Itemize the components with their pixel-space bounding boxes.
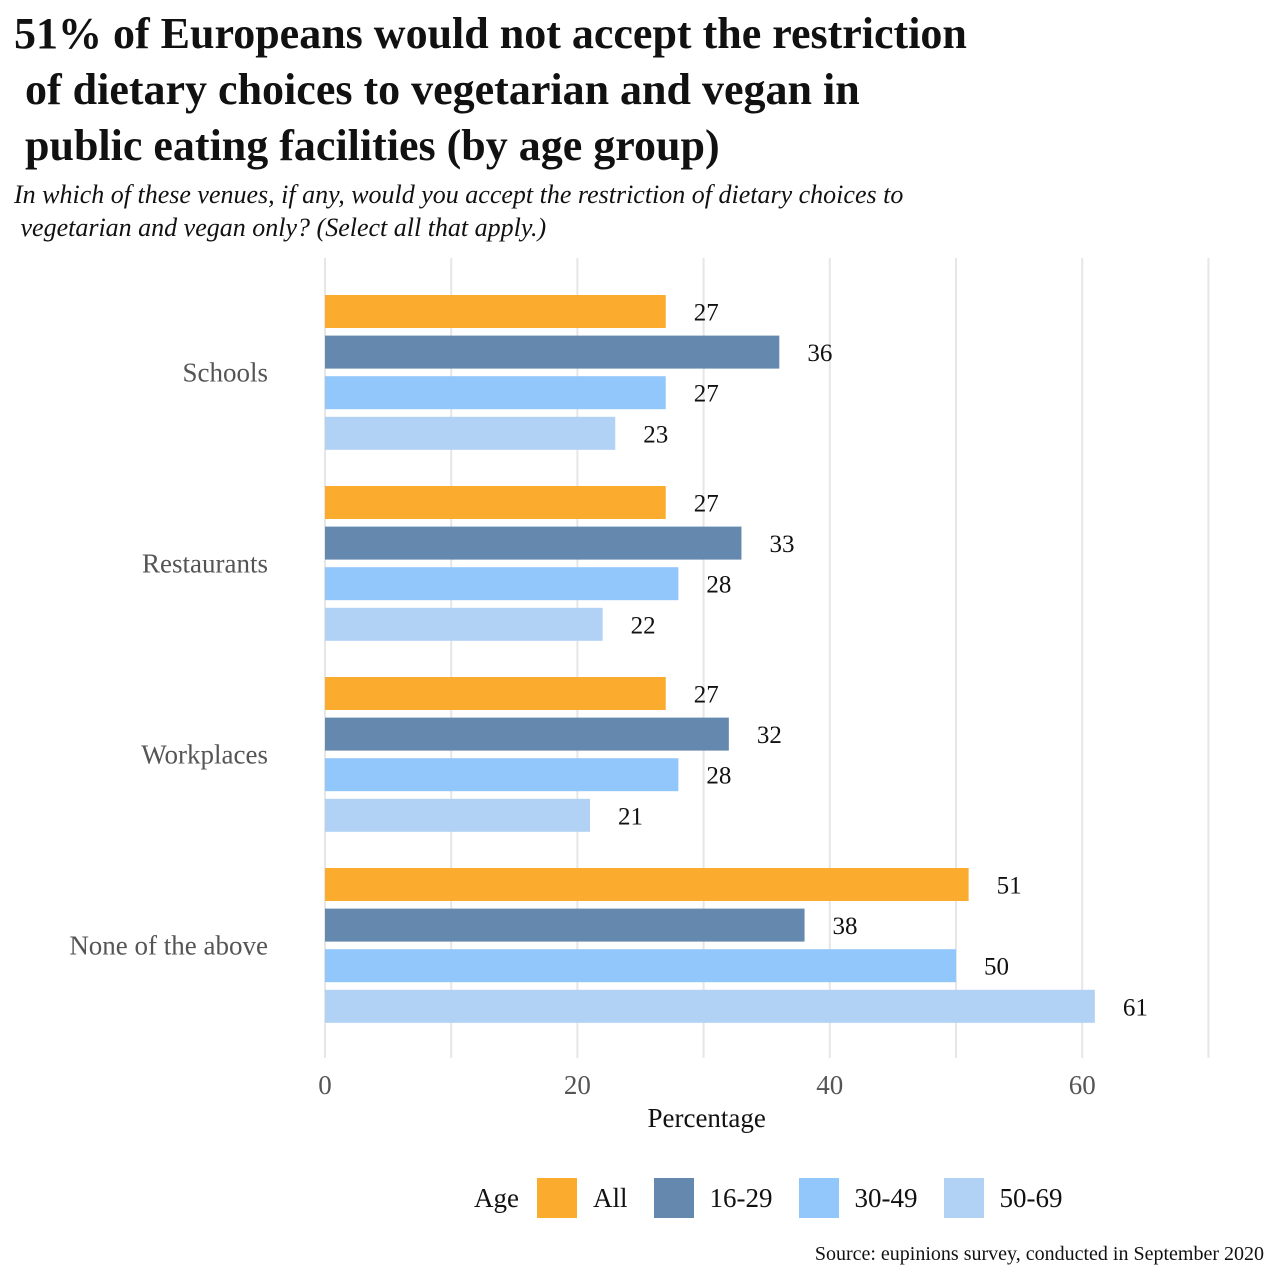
tick-label: 20 [564,1070,591,1100]
category-labels: Schools Restaurants Workplaces None of the … [69,357,268,960]
value-label: 22 [631,612,656,639]
legend-swatch [943,1178,984,1218]
legend-item: 30-49 [798,1178,918,1218]
bar [325,758,679,792]
value-label: 27 [694,682,719,709]
bar [325,607,603,641]
value-label: 50 [984,954,1009,981]
bar [325,949,956,983]
value-label: 36 [807,340,832,367]
value-label: 32 [757,722,782,749]
bar [325,677,666,710]
category-label: Workplaces [141,739,268,769]
value-label: 21 [618,803,643,830]
value-label: 23 [643,421,668,448]
tick-label: 40 [816,1070,843,1100]
legend-label: All [592,1182,628,1213]
legend-item: 50-69 [943,1178,1063,1218]
bar [325,486,666,519]
legend-title: Age [474,1182,519,1213]
value-label: 33 [769,531,794,558]
chart-title-line-2: of dietary choices to vegetarian and veg… [14,65,860,114]
legend-label: 16-29 [709,1182,773,1213]
value-label: 27 [694,300,719,327]
bar [325,868,969,901]
bar [325,989,1095,1023]
category-label: Restaurants [142,548,268,578]
category-label: None of the above [69,930,268,960]
bar [325,717,729,751]
legend-item: All [536,1178,628,1218]
chart-subtitle: In which of these venues, if any, would … [14,178,1214,244]
value-label: 28 [706,763,731,790]
legend-label: 30-49 [854,1182,918,1213]
source-note: Source: eupinions survey, conducted in S… [814,1243,1264,1265]
bar [325,376,666,410]
value-label: 27 [694,491,719,518]
bar [325,295,666,328]
bars: 27 36 27 23 27 33 28 22 27 32 28 21 51 38 50 61 [325,295,1148,1023]
value-label: 61 [1123,994,1148,1021]
legend-swatch [798,1178,839,1218]
bar [325,335,780,369]
chart-title-line-3: public eating facilities (by age group) [14,121,720,170]
value-label: 28 [706,572,731,599]
value-label: 38 [833,913,858,940]
legend-swatch [653,1178,694,1218]
legend-label: 50-69 [999,1182,1063,1213]
chart-subtitle-line-2: vegetarian and vegan only? (Select all t… [14,213,547,242]
bar [325,908,805,942]
chart-title: 51% of Europeans would not accept the re… [14,6,1214,174]
value-label: 51 [997,873,1022,900]
chart-subtitle-line-1: In which of these venues, if any, would … [14,180,904,209]
value-label: 27 [694,381,719,408]
legend-swatch [536,1178,577,1218]
tick-label: 60 [1069,1070,1096,1100]
tick-labels: 0 20 40 60 [318,1070,1095,1100]
bar [325,798,591,832]
x-axis-label: Percentage [647,1103,765,1133]
bar [325,416,616,450]
chart-title-line-1: 51% of Europeans would not accept the re… [14,9,967,58]
tick-label: 0 [318,1070,332,1100]
category-label: Schools [182,357,268,387]
legend-items: All 16-29 30-49 50-69 [536,1178,1089,1218]
legend-item: 16-29 [653,1178,773,1218]
legend: Age All 16-29 30-49 50-69 [474,1178,1089,1218]
bar [325,567,679,601]
bar [325,526,742,560]
